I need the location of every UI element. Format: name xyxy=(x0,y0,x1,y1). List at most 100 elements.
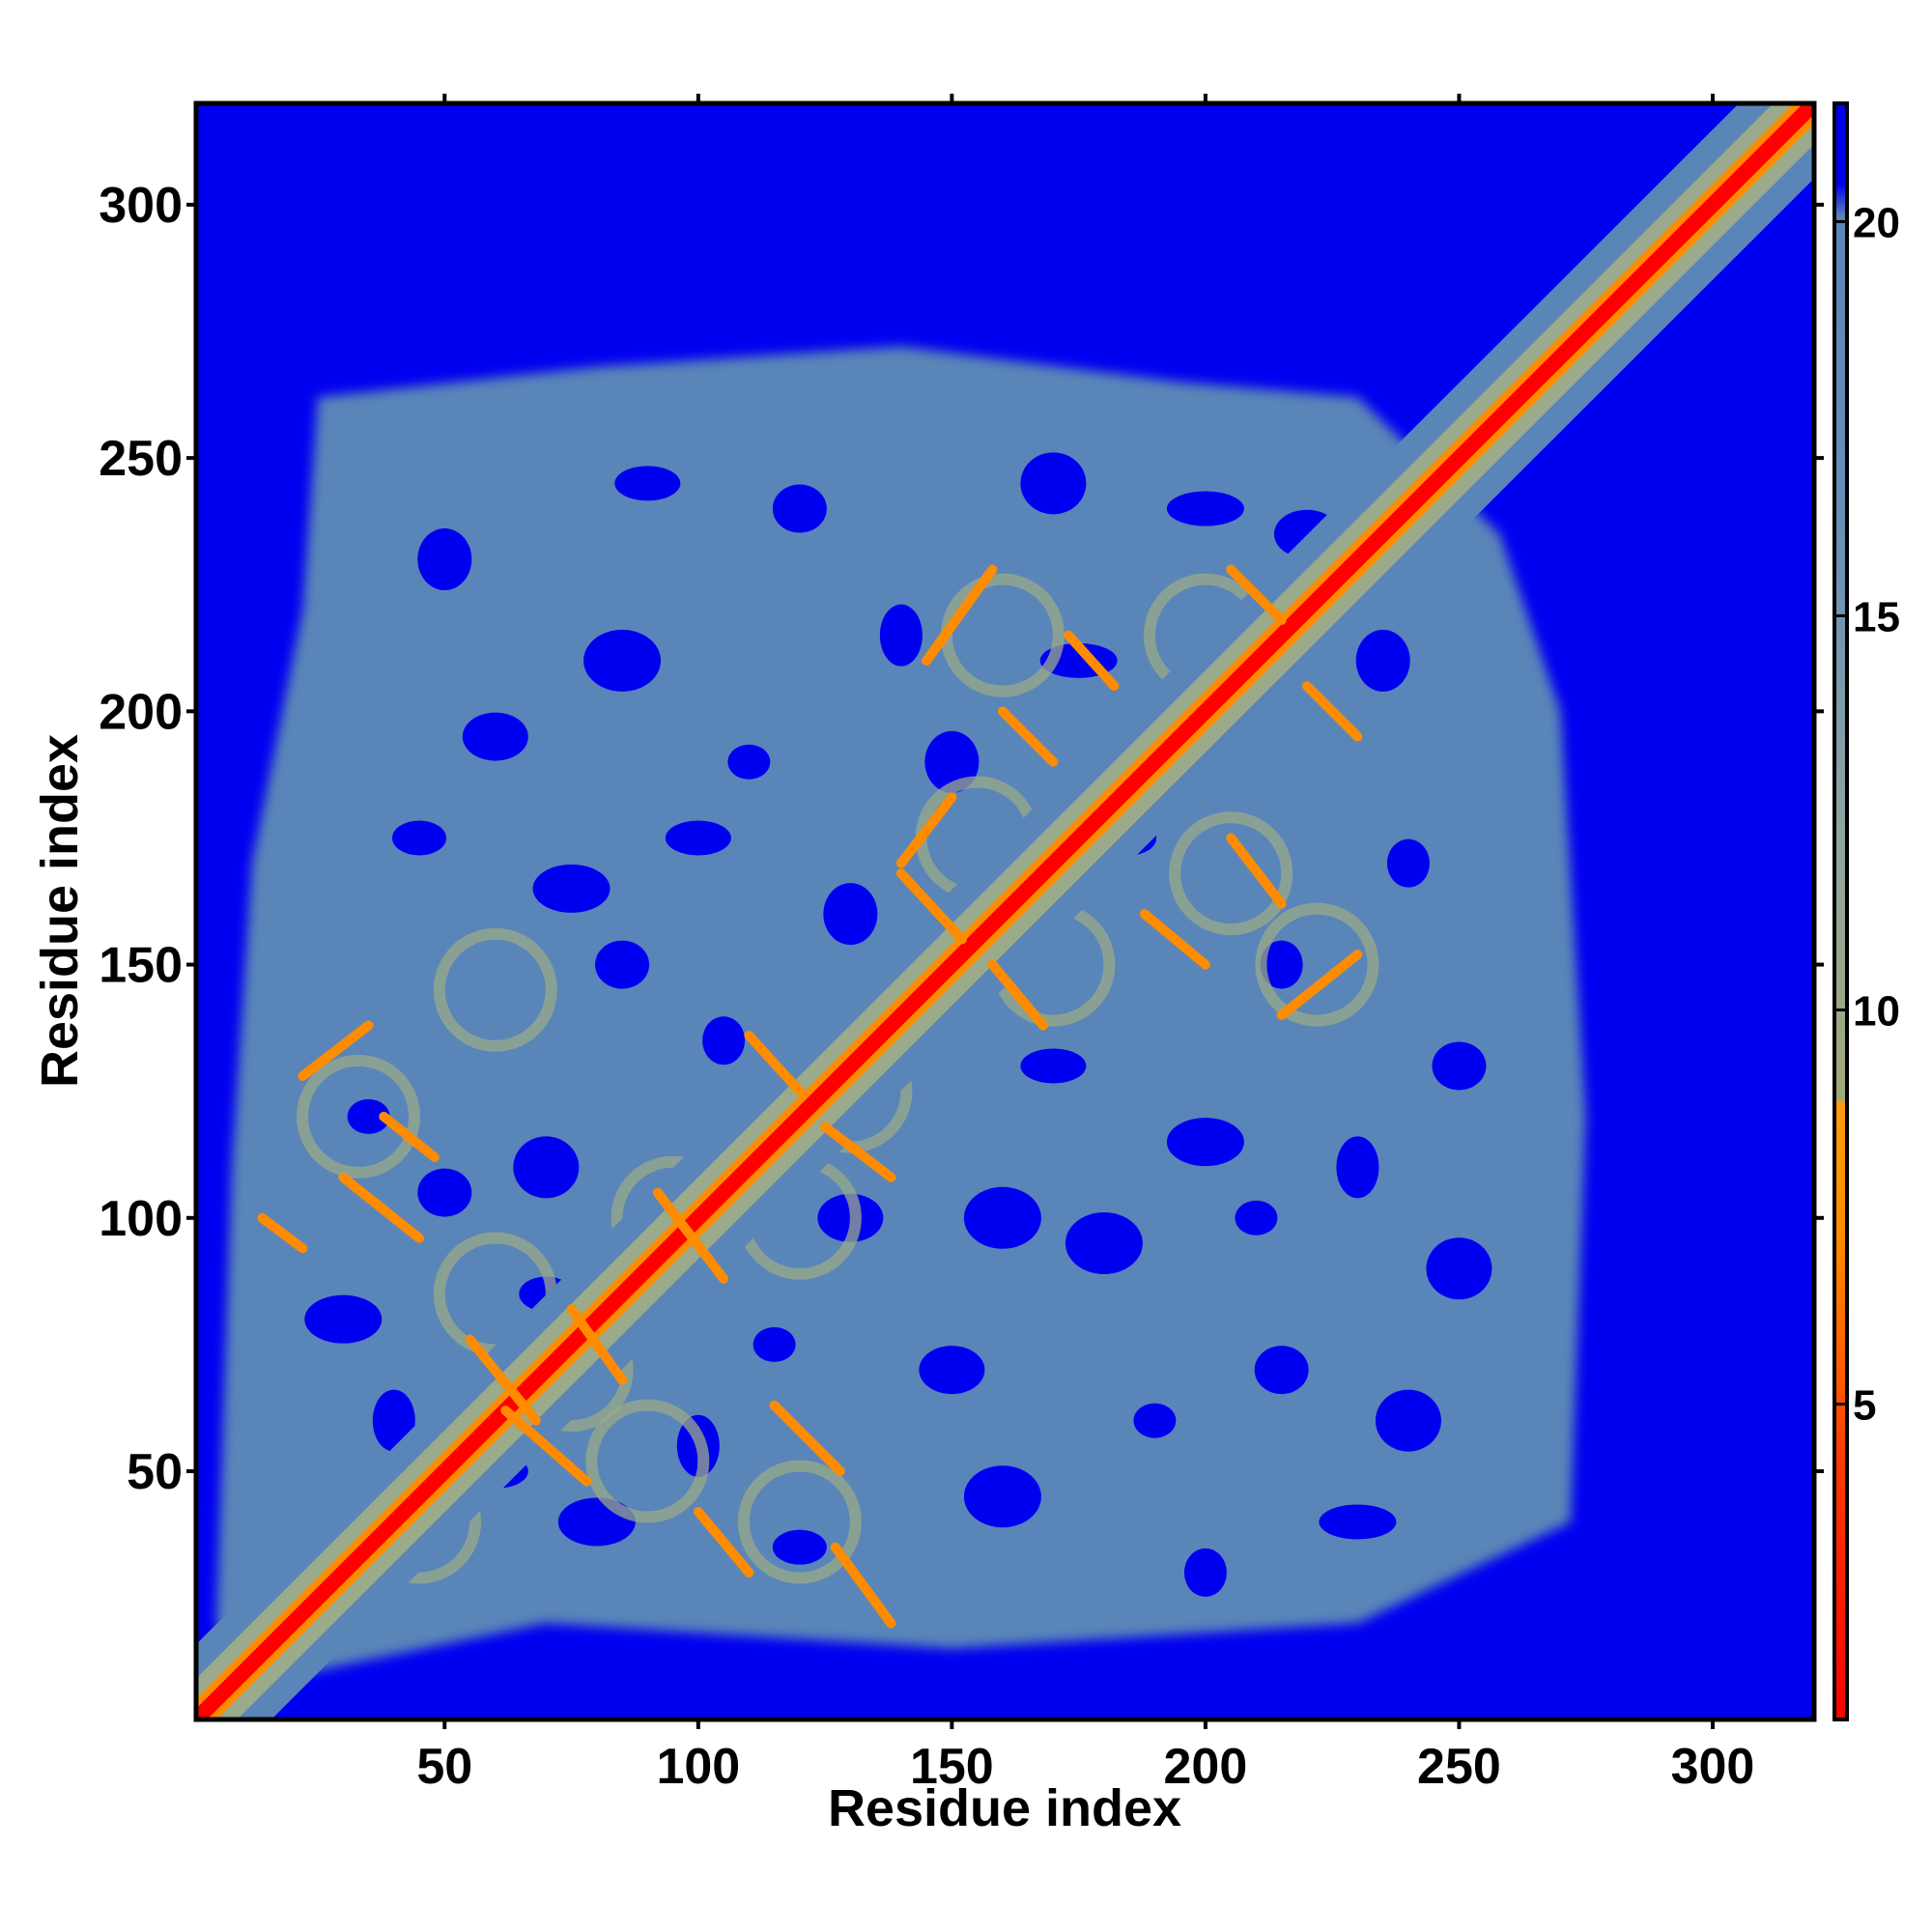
diagonal-line xyxy=(196,103,1814,1719)
blue-hole xyxy=(392,820,447,856)
contact-strand xyxy=(1226,564,1287,625)
colorbar-tick-label: 20 xyxy=(1853,199,1900,246)
contact-ring xyxy=(1169,811,1293,936)
blue-hole xyxy=(1426,1237,1492,1300)
off-diagonal-contacts xyxy=(257,564,1363,1629)
contact-strand xyxy=(922,564,998,666)
heatmap-cells xyxy=(196,103,1814,1719)
blue-hole xyxy=(919,1346,985,1395)
contact-strand xyxy=(997,706,1059,767)
contact-strand xyxy=(652,1187,729,1284)
blue-hole xyxy=(1386,838,1430,888)
blue-hole xyxy=(1260,940,1303,989)
contact-ring xyxy=(297,1054,421,1179)
contact-strand xyxy=(895,868,967,945)
x-tick-label: 300 xyxy=(1671,1739,1755,1795)
contact-strand xyxy=(820,1122,896,1182)
y-tick-label: 100 xyxy=(99,1191,183,1247)
blue-hole xyxy=(1020,452,1087,515)
colorbar-tick-label: 5 xyxy=(1853,1382,1876,1430)
contact-strand xyxy=(830,1542,896,1629)
contact-strand xyxy=(1139,909,1210,970)
contact-strand xyxy=(1301,681,1363,742)
blue-hole xyxy=(1183,1548,1227,1597)
y-tick-label: 300 xyxy=(99,178,183,234)
contact-strand xyxy=(693,1506,754,1577)
colorbar: 5 10 15 20 xyxy=(1833,101,1900,1721)
contact-ring xyxy=(433,927,557,1052)
blue-hole xyxy=(1020,1048,1087,1084)
blue-hole xyxy=(1065,1212,1143,1275)
contact-ring xyxy=(737,1460,862,1584)
blue-hole xyxy=(823,883,878,946)
plot-frame xyxy=(193,100,1817,1722)
blue-hole xyxy=(772,1529,827,1565)
blue-hole xyxy=(879,604,923,667)
blue-hole xyxy=(417,528,472,591)
x-tick-label: 50 xyxy=(416,1739,472,1795)
blue-hole xyxy=(963,1186,1041,1249)
contact-strand xyxy=(895,792,957,868)
diagonal-band xyxy=(196,103,1814,1719)
x-tick-label: 150 xyxy=(910,1739,994,1795)
blue-hole xyxy=(665,820,731,856)
y-tick-label: 250 xyxy=(99,431,183,487)
contact-strand xyxy=(566,1304,628,1385)
blue-hole xyxy=(1166,1118,1244,1167)
x-tick-label: 200 xyxy=(1164,1739,1248,1795)
top-axis-ticks xyxy=(442,94,1715,103)
blue-hole xyxy=(513,1136,580,1199)
blue-hole xyxy=(1235,1200,1278,1236)
contact-strand xyxy=(1276,950,1363,1021)
contact-strand xyxy=(1226,833,1287,909)
colorbar-tick-label: 10 xyxy=(1853,988,1900,1036)
contact-strand xyxy=(744,1030,805,1096)
blue-hole xyxy=(772,484,827,533)
x-tick-label: 250 xyxy=(1417,1739,1501,1795)
blue-hole xyxy=(462,712,528,761)
y-tick-label: 50 xyxy=(127,1444,183,1500)
blue-hole xyxy=(372,1389,415,1452)
x-tick-label: 100 xyxy=(656,1739,740,1795)
y-axis: 50 100 150 200 250 300 xyxy=(99,178,196,1500)
heatmap-panel xyxy=(193,100,1817,1722)
contact-strand xyxy=(769,1400,845,1477)
y-tick-label: 200 xyxy=(99,684,183,740)
blue-hole xyxy=(1355,629,1410,692)
contact-strand xyxy=(379,1111,440,1162)
blue-hole xyxy=(1336,1136,1379,1199)
right-axis-ticks xyxy=(1814,202,1824,1474)
contact-strand xyxy=(257,1212,308,1254)
y-axis-title: Residue index xyxy=(31,734,89,1088)
contact-strand xyxy=(1064,630,1120,692)
colorbar-gradient xyxy=(1834,103,1847,1719)
blue-hole xyxy=(557,1497,636,1547)
blue-hole xyxy=(532,864,611,913)
contact-strand xyxy=(987,959,1048,1031)
blue-hole xyxy=(1254,1346,1309,1395)
blue-hole xyxy=(417,1168,472,1217)
x-axis-title: Residue index xyxy=(828,1779,1181,1837)
contact-strand xyxy=(338,1172,425,1243)
blue-hole xyxy=(304,1294,383,1344)
blue-hole xyxy=(702,1016,746,1065)
blue-hole xyxy=(753,1326,796,1362)
contact-ring xyxy=(1255,902,1379,1027)
blue-hole xyxy=(583,629,662,692)
colorbar-frame xyxy=(1833,101,1849,1721)
blue-hole xyxy=(727,744,771,780)
blue-hole xyxy=(1432,1041,1487,1091)
blue-hole xyxy=(1166,491,1244,526)
blue-hole xyxy=(347,1098,390,1134)
blue-hole xyxy=(595,940,650,989)
y-tick-label: 150 xyxy=(99,938,183,994)
x-axis: 50 100 150 200 250 300 xyxy=(416,1719,1754,1795)
blue-hole xyxy=(614,466,681,501)
contact-ring xyxy=(585,1399,710,1523)
colorbar-tick-label: 15 xyxy=(1853,593,1900,640)
blue-hole xyxy=(963,1465,1041,1528)
contact-strand xyxy=(465,1334,541,1426)
colorbar-ticks: 5 10 15 20 xyxy=(1834,199,1900,1430)
contact-strand xyxy=(298,1020,374,1081)
